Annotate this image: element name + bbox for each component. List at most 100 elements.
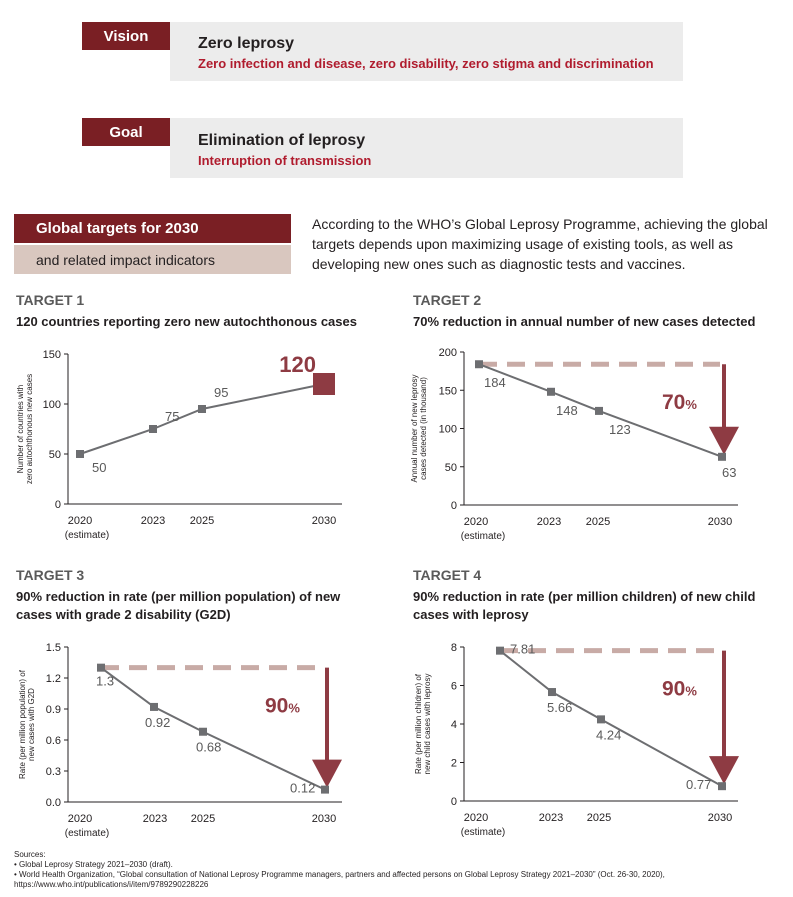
data-point xyxy=(496,646,504,655)
x-tick-label: 2030 xyxy=(312,515,336,527)
series-line xyxy=(499,649,723,788)
data-label: 63 xyxy=(722,465,736,480)
data-point xyxy=(149,425,157,433)
y-axis-label: Number of countries withzero autochthono… xyxy=(16,374,34,484)
x-tick-label: 2020 xyxy=(464,516,488,528)
data-point xyxy=(150,702,158,711)
goal-box: Elimination of leprosy Interruption of t… xyxy=(170,118,683,178)
goal-title: Elimination of leprosy xyxy=(198,132,366,149)
y-tick-label: 0.6 xyxy=(46,735,61,747)
vision-tag: Vision xyxy=(82,22,170,50)
reduction-arrow-head xyxy=(709,426,739,455)
x-tick-label: 2023 xyxy=(539,812,563,824)
y-tick-label: 0.9 xyxy=(46,704,61,716)
x-tick-label: 2020 xyxy=(68,813,92,825)
y-tick-label: 0 xyxy=(451,500,457,512)
data-point xyxy=(547,387,555,396)
target-4-chart: 0 2 4 6 8 Rate (per million children) ofnew c… xyxy=(414,642,739,838)
y-axis-label: Annual number of new leprosycases detect… xyxy=(410,374,428,482)
x-tick-label: 2025 xyxy=(586,516,610,528)
data-label: 0.12 xyxy=(290,781,315,796)
x-tick-label: 2030 xyxy=(708,516,732,528)
x-tick-sublabel: (estimate) xyxy=(65,828,109,839)
data-label-highlight: 120 xyxy=(279,352,316,377)
x-tick-label: 2020 xyxy=(68,515,92,527)
target-1-chart: 0 50 100 150 Number of countries withzero au… xyxy=(16,349,342,541)
x-tick-label: 2023 xyxy=(143,813,167,825)
target-1-label: TARGET 1 xyxy=(16,292,85,308)
y-tick-label: 50 xyxy=(49,449,61,461)
y-tick-label: 100 xyxy=(43,399,61,411)
sources: Sources: • Global Leprosy Strategy 2021–… xyxy=(14,850,784,890)
x-tick-sublabel: (estimate) xyxy=(65,530,109,541)
data-point xyxy=(321,785,329,794)
target-3-label: TARGET 3 xyxy=(16,567,85,583)
data-label: 0.92 xyxy=(145,715,170,730)
x-tick-sublabel: (estimate) xyxy=(461,827,505,838)
target-2-label: TARGET 2 xyxy=(413,292,482,308)
y-tick-label: 1.2 xyxy=(46,673,61,685)
target-1-desc: 120 countries reporting zero new autocht… xyxy=(16,314,357,329)
reduction-label: 90% xyxy=(662,678,697,701)
target-2-chart: 0 50 100 150 200 Annual number of new leprosy… xyxy=(410,347,739,542)
data-point xyxy=(475,360,483,369)
y-tick-label: 4 xyxy=(451,719,457,731)
target-3-chart: 0.0 0.3 0.6 0.9 1.2 1.5 Rate (per million popu… xyxy=(18,642,342,839)
x-tick-sublabel: (estimate) xyxy=(461,531,505,542)
y-axis-label: Rate (per million children) ofnew child … xyxy=(414,673,432,774)
y-axis-label: Rate (per million population) ofnew case… xyxy=(18,669,36,779)
target-4-desc: 90% reduction in rate (per million child… xyxy=(413,589,756,622)
data-point xyxy=(199,727,207,736)
data-point xyxy=(97,663,105,672)
goal-tag: Goal xyxy=(82,118,170,146)
x-tick-label: 2025 xyxy=(191,813,215,825)
x-tick-label: 2020 xyxy=(464,812,488,824)
y-tick-label: 100 xyxy=(439,424,457,436)
data-label: 75 xyxy=(165,409,179,424)
y-tick-label: 8 xyxy=(451,642,457,654)
x-tick-label: 2030 xyxy=(708,812,732,824)
x-tick-label: 2025 xyxy=(190,515,214,527)
goal-subtitle: Interruption of transmission xyxy=(198,153,372,168)
x-tick-label: 2023 xyxy=(141,515,165,527)
sources-heading: Sources: xyxy=(14,850,46,859)
data-label: 5.66 xyxy=(547,700,572,715)
source-item: • World Health Organization, “Global con… xyxy=(14,870,665,889)
reduction-arrow-head xyxy=(709,756,739,785)
data-label: 95 xyxy=(214,385,228,400)
data-point xyxy=(313,373,335,395)
series-line xyxy=(478,363,723,458)
data-label: 0.77 xyxy=(686,777,711,792)
data-point xyxy=(595,406,603,415)
series-line xyxy=(100,666,326,791)
data-point xyxy=(198,405,206,413)
y-tick-label: 0.0 xyxy=(46,797,61,809)
data-point xyxy=(718,452,726,461)
y-tick-label: 0 xyxy=(55,499,61,511)
vision-subtitle: Zero infection and disease, zero disabil… xyxy=(198,56,654,71)
y-tick-label: 1.5 xyxy=(46,642,61,654)
data-label: 0.68 xyxy=(196,740,221,755)
data-point xyxy=(548,688,556,697)
data-point xyxy=(718,782,726,791)
data-point xyxy=(76,450,84,458)
reduction-label: 70% xyxy=(662,391,697,414)
intro-text: According to the WHO’s Global Leprosy Pr… xyxy=(312,216,768,272)
y-tick-label: 50 xyxy=(445,462,457,474)
data-label: 148 xyxy=(556,403,578,418)
source-item: • Global Leprosy Strategy 2021–2030 (dra… xyxy=(14,860,173,869)
target-4-label: TARGET 4 xyxy=(413,567,482,583)
x-tick-label: 2023 xyxy=(537,516,561,528)
y-tick-label: 200 xyxy=(439,347,457,359)
vision-box: Zero leprosy Zero infection and disease,… xyxy=(170,22,683,81)
data-label: 184 xyxy=(484,375,506,390)
vision-title: Zero leprosy xyxy=(198,35,295,52)
y-tick-label: 2 xyxy=(451,758,457,770)
targets-header-subtitle: and related impact indicators xyxy=(14,245,291,274)
target-2-desc: 70% reduction in annual number of new ca… xyxy=(413,314,756,329)
target-3-desc: 90% reduction in rate (per million popul… xyxy=(16,589,341,622)
targets-header-title: Global targets for 2030 xyxy=(14,214,291,243)
data-label: 50 xyxy=(92,460,106,475)
x-tick-label: 2025 xyxy=(587,812,611,824)
y-tick-label: 0 xyxy=(451,796,457,808)
